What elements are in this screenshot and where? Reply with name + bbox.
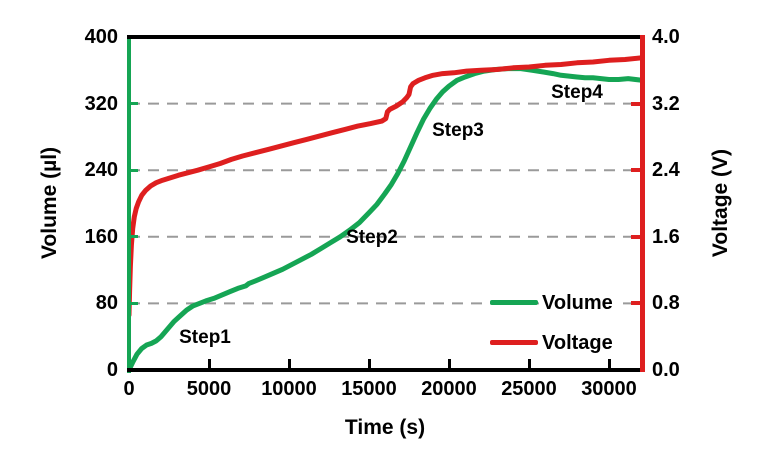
legend-swatch-volume [490,300,538,305]
y-left-tick-label: 160 [84,226,118,248]
plot-area [126,37,645,373]
x-tick-mark [368,359,371,368]
chart-canvas [126,55,645,373]
y-right-tick-label: 3.2 [652,93,680,115]
y-right-tick-label: 0.0 [652,359,680,381]
x-tick-label: 30000 [581,378,637,400]
x-axis-title: Time (s) [344,416,426,439]
x-tick-label: 0 [123,378,135,400]
top-axis-line [127,35,645,39]
y-right-tick-mark [631,235,640,239]
y-left-tick-label: 240 [84,159,118,181]
x-tick-mark [208,359,211,368]
y-left-tick-mark [131,169,138,172]
y-right-tick-mark [631,102,640,106]
x-tick-label: 25000 [501,378,557,400]
legend-label-voltage: Voltage [540,332,615,354]
y-right-tick-mark [631,168,640,172]
x-tick-mark [448,359,451,368]
x-tick-mark [528,359,531,368]
x-tick-label: 10000 [261,378,317,400]
y-right-tick-label: 1.6 [652,226,680,248]
step-annotation: Step3 [432,120,484,141]
y-left-tick-label: 400 [84,26,118,48]
y-left-tick-mark [131,235,138,238]
voltage-line [126,55,645,318]
x-tick-label: 15000 [341,378,397,400]
x-tick-mark [608,359,611,368]
step-annotation: Step4 [551,82,603,103]
volume-line [126,66,645,373]
step-annotation: Step2 [346,227,398,248]
x-axis-line [127,368,645,372]
y-left-tick-label: 80 [95,292,118,314]
x-tick-mark [288,359,291,368]
y-axis-line-left [127,35,131,373]
legend-label-volume: Volume [540,292,615,314]
y-axis-line-right [640,35,645,372]
y-right-tick-mark [631,301,640,305]
y-right-tick-label: 0.8 [652,292,680,314]
legend-swatch-voltage [490,340,538,345]
y-left-tick-mark [131,302,138,305]
y-left-tick-label: 320 [84,93,118,115]
x-tick-label: 20000 [421,378,477,400]
y-left-tick-label: 0 [106,359,118,381]
y-right-tick-label: 2.4 [652,159,680,181]
x-tick-label: 5000 [186,378,232,400]
y-right-tick-label: 4.0 [652,26,680,48]
y-left-tick-mark [131,102,138,105]
step-annotation: Step1 [179,327,231,348]
